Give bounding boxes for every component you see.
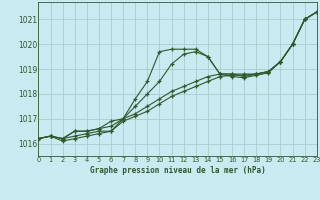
X-axis label: Graphe pression niveau de la mer (hPa): Graphe pression niveau de la mer (hPa) <box>90 166 266 175</box>
